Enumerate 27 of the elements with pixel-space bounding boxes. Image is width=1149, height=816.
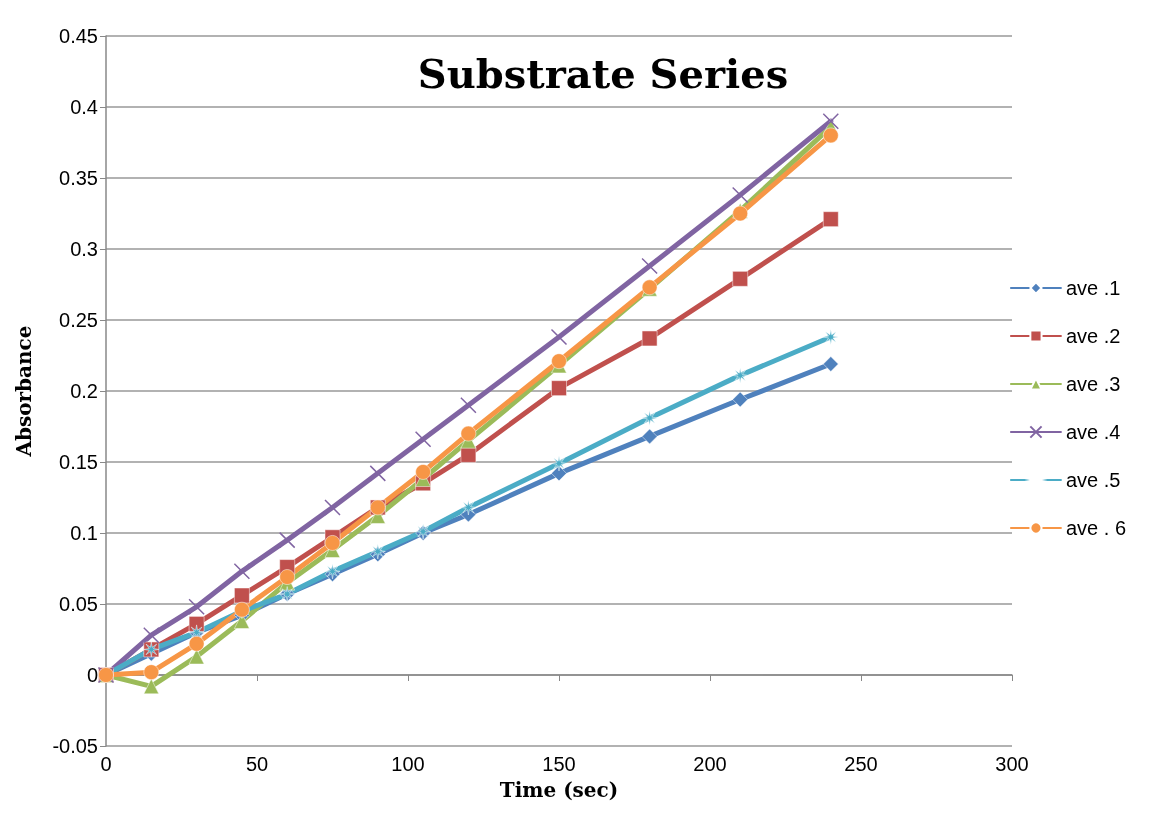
legend-label: ave .4 — [1065, 421, 1121, 443]
x-tick-label: 0 — [100, 753, 112, 775]
legend-label: ave .5 — [1065, 469, 1121, 491]
y-tick-label: 0.15 — [59, 451, 98, 473]
y-tick-label: 0.1 — [70, 522, 98, 544]
y-tick-label: 0.2 — [70, 380, 98, 402]
legend-label: ave . 6 — [1065, 517, 1127, 539]
y-tick-label: 0.3 — [70, 238, 98, 260]
y-tick-label: 0.05 — [59, 593, 98, 615]
legend-label: ave .3 — [1065, 373, 1121, 395]
y-tick-label: 0.4 — [70, 96, 98, 118]
x-tick-label: 50 — [245, 753, 269, 775]
x-tick-label: 250 — [844, 753, 878, 775]
y-tick-label: 0.45 — [59, 25, 98, 47]
y-tick-label: -0.05 — [52, 735, 98, 757]
y-axis-title: Absorbance — [12, 325, 36, 458]
y-tick-label: 0.35 — [59, 167, 98, 189]
x-axis-title: Time (sec) — [499, 778, 619, 802]
y-tick-label: 0.25 — [59, 309, 98, 331]
x-tick-label: 300 — [995, 753, 1029, 775]
x-tick-label: 150 — [542, 753, 576, 775]
legend-label: ave .1 — [1065, 277, 1121, 299]
x-tick-label: 200 — [693, 753, 727, 775]
x-tick-label: 100 — [391, 753, 425, 775]
legend-label: ave .2 — [1065, 325, 1121, 347]
y-tick-label: 0 — [86, 664, 98, 686]
chart-title: Substrate Series — [417, 49, 789, 97]
